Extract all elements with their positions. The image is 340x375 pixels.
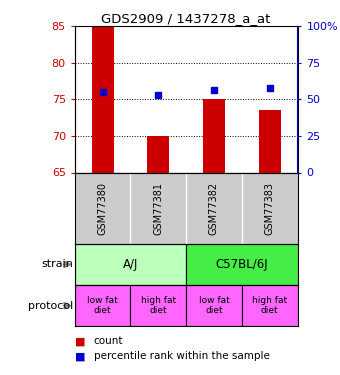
Bar	[75, 244, 186, 285]
Text: low fat
diet: low fat diet	[87, 296, 118, 315]
Title: GDS2909 / 1437278_a_at: GDS2909 / 1437278_a_at	[101, 12, 271, 25]
Text: low fat
diet: low fat diet	[199, 296, 230, 315]
Bar	[91, 26, 114, 172]
Bar	[131, 285, 186, 326]
Bar	[203, 99, 225, 172]
Text: high fat
diet: high fat diet	[252, 296, 287, 315]
Bar	[258, 110, 281, 172]
Text: GSM77382: GSM77382	[209, 182, 219, 235]
Bar	[186, 244, 298, 285]
Text: strain: strain	[41, 260, 73, 269]
Text: count: count	[94, 336, 123, 346]
Text: GSM77383: GSM77383	[265, 182, 275, 235]
Text: GSM77380: GSM77380	[98, 182, 108, 235]
Text: A/J: A/J	[123, 258, 138, 271]
Bar	[75, 285, 131, 326]
Text: high fat
diet: high fat diet	[141, 296, 176, 315]
Bar	[242, 285, 298, 326]
Bar	[147, 136, 169, 172]
Text: C57BL/6J: C57BL/6J	[216, 258, 268, 271]
Text: ■: ■	[75, 351, 85, 361]
Text: GSM77381: GSM77381	[153, 182, 163, 235]
Text: protocol: protocol	[28, 301, 73, 310]
Bar	[186, 285, 242, 326]
Text: percentile rank within the sample: percentile rank within the sample	[94, 351, 269, 361]
Text: ■: ■	[75, 336, 85, 346]
